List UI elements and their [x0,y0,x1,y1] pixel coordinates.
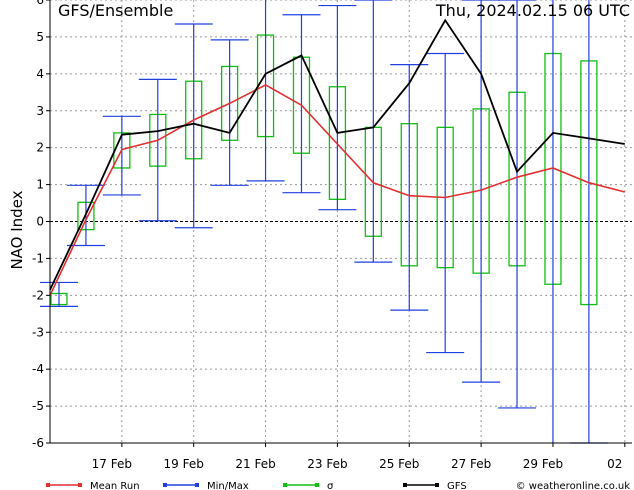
legend-gfs-marker [403,483,407,487]
sigma-boxes [50,34,598,306]
legend-gfs-label: GFS [447,481,467,490]
y-tick-label: -2 [32,288,44,302]
legend-minmax-label: Min/Max [207,481,249,490]
legend-minmax-marker [163,483,167,487]
y-tick-label: 2 [36,141,44,155]
x-tick-label: 27 Feb [451,457,491,471]
y-tick-label: -4 [32,362,44,376]
credit-text: © weatheronline.co.uk [516,481,631,490]
x-tick-label: 02 [607,457,622,471]
minmax-bars [39,0,608,444]
legend-sigma-marker [315,483,319,487]
legend-mean-marker [78,483,82,487]
mean-run-line [49,83,626,296]
legend: Mean Run Min/Max σ GFS [46,481,467,490]
legend-mean-marker [46,483,50,487]
chart-timestamp: Thu, 2024.02.15 06 UTC [435,1,630,20]
legend-minmax-marker [195,483,199,487]
legend-mean-label: Mean Run [90,481,140,490]
y-tick-label: 3 [36,104,44,118]
x-tick-labels: 17 Feb 19 Feb 21 Feb 23 Feb 25 Feb 27 Feb 29 F… [92,457,623,471]
y-tick-label: 0 [36,215,44,229]
legend-sigma-marker [283,483,287,487]
y-tick-label: 6 [36,0,44,7]
axes [46,0,632,447]
chart-title: GFS/Ensemble [58,1,173,20]
y-tick-label: 1 [36,178,44,192]
y-axis-label: NAO Index [8,190,26,269]
y-tick-label: 5 [36,30,44,44]
x-tick-label: 29 Feb [523,457,563,471]
legend-sigma-label: σ [327,481,334,490]
x-tick-label: 17 Feb [92,457,132,471]
gfs-line [49,18,625,291]
y-tick-label: 4 [36,67,44,81]
y-tick-label: -1 [32,251,44,265]
series-lines [49,18,626,296]
y-tick-label: -3 [32,325,44,339]
legend-gfs-marker [435,483,439,487]
y-tick-labels: -6 -5 -4 -3 -2 -1 0 1 2 3 4 5 6 [32,0,44,450]
x-tick-label: 21 Feb [235,457,275,471]
x-tick-label: 25 Feb [379,457,419,471]
x-tick-label: 19 Feb [164,457,204,471]
x-tick-label: 23 Feb [307,457,347,471]
y-tick-label: -5 [32,399,44,413]
y-tick-label: -6 [32,436,44,450]
